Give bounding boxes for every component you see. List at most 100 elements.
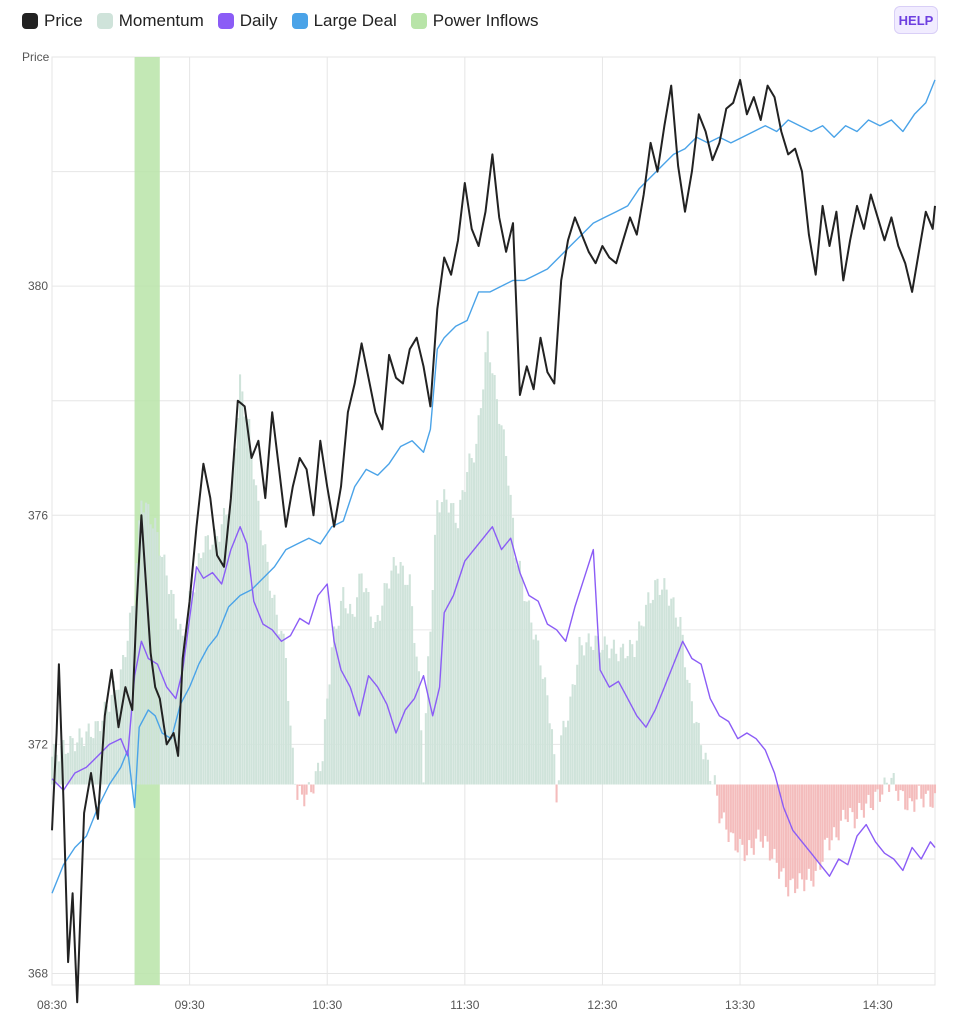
momentum-bar bbox=[580, 645, 583, 785]
momentum-bar bbox=[275, 614, 278, 785]
momentum-bar bbox=[656, 578, 659, 785]
momentum-bar bbox=[906, 784, 909, 811]
momentum-bar bbox=[933, 784, 937, 794]
momentum-bar bbox=[124, 657, 127, 785]
momentum-bar bbox=[268, 590, 271, 785]
momentum-bar bbox=[739, 784, 742, 839]
momentum-bar bbox=[511, 517, 515, 785]
legend-item-power-inflows[interactable]: Power Inflows bbox=[410, 11, 539, 31]
momentum-bar bbox=[186, 617, 189, 785]
momentum-bar bbox=[764, 784, 767, 837]
momentum-bar bbox=[596, 636, 599, 785]
momentum-bar bbox=[310, 784, 313, 793]
momentum-bar bbox=[695, 721, 698, 785]
y-tick-label: 376 bbox=[28, 508, 48, 522]
momentum-bar bbox=[931, 784, 934, 808]
x-tick-label: 10:30 bbox=[312, 998, 342, 1012]
momentum-bar bbox=[362, 592, 365, 785]
momentum-bar bbox=[330, 647, 333, 785]
momentum-bar bbox=[654, 580, 657, 785]
momentum-bar bbox=[853, 784, 856, 829]
momentum-bar bbox=[837, 784, 840, 841]
momentum-bar bbox=[482, 389, 485, 785]
momentum-bar bbox=[284, 657, 287, 785]
momentum-bar bbox=[748, 784, 751, 841]
help-button[interactable]: HELP bbox=[894, 6, 938, 34]
momentum-bar bbox=[569, 696, 572, 785]
momentum-bar bbox=[904, 784, 907, 810]
momentum-bar bbox=[633, 657, 636, 785]
momentum-bar bbox=[390, 570, 393, 785]
momentum-bar bbox=[807, 784, 810, 869]
momentum-bar bbox=[810, 784, 813, 881]
momentum-bar bbox=[509, 494, 512, 785]
momentum-bar bbox=[468, 453, 471, 785]
momentum-bar bbox=[697, 722, 700, 785]
momentum-bar bbox=[204, 536, 207, 785]
momentum-bar bbox=[333, 626, 336, 785]
momentum-bar bbox=[578, 636, 581, 785]
momentum-bar bbox=[220, 524, 223, 785]
momentum-bar bbox=[80, 737, 83, 785]
momentum-bar bbox=[200, 558, 203, 785]
momentum-bar bbox=[447, 512, 450, 785]
momentum-bar bbox=[135, 563, 138, 785]
momentum-bar bbox=[438, 512, 441, 785]
momentum-bar bbox=[927, 784, 930, 791]
momentum-bar bbox=[213, 529, 216, 785]
momentum-bar bbox=[523, 601, 526, 785]
momentum-bar bbox=[750, 784, 753, 849]
legend-swatch bbox=[410, 13, 427, 29]
momentum-bar bbox=[677, 626, 680, 785]
momentum-bar bbox=[356, 597, 359, 785]
momentum-bar bbox=[85, 731, 88, 785]
momentum-bar bbox=[888, 784, 891, 792]
momentum-bar bbox=[248, 419, 251, 785]
momentum-bar bbox=[209, 549, 212, 785]
momentum-bar bbox=[145, 502, 148, 785]
momentum-bar bbox=[736, 784, 739, 853]
momentum-bar bbox=[674, 617, 677, 785]
momentum-bar bbox=[828, 784, 831, 851]
legend-item-daily[interactable]: Daily bbox=[217, 11, 278, 31]
momentum-bar bbox=[372, 627, 375, 785]
legend-label: Daily bbox=[239, 11, 278, 30]
momentum-bar bbox=[294, 783, 297, 785]
legend-item-price[interactable]: Price bbox=[22, 11, 83, 31]
legend-item-momentum[interactable]: Momentum bbox=[96, 11, 204, 31]
momentum-bar bbox=[259, 530, 262, 785]
momentum-bar bbox=[360, 573, 363, 785]
legend-item-large-deal[interactable]: Large Deal bbox=[291, 11, 397, 31]
momentum-bar bbox=[427, 656, 430, 785]
momentum-bar bbox=[585, 642, 588, 785]
momentum-bar bbox=[823, 784, 826, 840]
momentum-bar bbox=[924, 784, 927, 794]
momentum-bar bbox=[855, 784, 859, 819]
momentum-bar bbox=[812, 784, 815, 887]
momentum-bar bbox=[759, 784, 762, 842]
legend-label: Power Inflows bbox=[432, 11, 539, 30]
legend-label: Price bbox=[44, 11, 83, 30]
momentum-bar bbox=[287, 700, 290, 785]
momentum-bar bbox=[862, 784, 865, 818]
momentum-bar bbox=[821, 784, 824, 862]
momentum-bar bbox=[901, 784, 904, 792]
legend-swatch bbox=[291, 13, 308, 29]
momentum-bar bbox=[718, 784, 721, 824]
momentum-bar bbox=[96, 721, 99, 785]
momentum-bar bbox=[803, 784, 806, 892]
momentum-bar bbox=[658, 594, 661, 785]
momentum-bar bbox=[452, 502, 455, 785]
momentum-bar bbox=[245, 418, 248, 785]
momentum-bar bbox=[392, 557, 395, 785]
momentum-bar bbox=[516, 565, 519, 785]
momentum-bar bbox=[713, 775, 716, 785]
momentum-bar bbox=[780, 784, 783, 872]
momentum-bar bbox=[784, 784, 787, 888]
momentum-bar bbox=[413, 642, 416, 785]
momentum-bar bbox=[106, 705, 109, 785]
momentum-bar bbox=[789, 784, 792, 881]
momentum-bar bbox=[83, 745, 86, 785]
momentum-bar bbox=[278, 634, 281, 785]
momentum-bar bbox=[337, 625, 340, 785]
